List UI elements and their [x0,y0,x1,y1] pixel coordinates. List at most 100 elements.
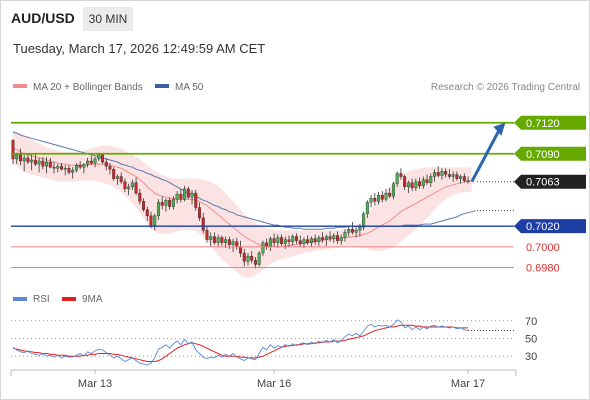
candle-body [369,198,373,203]
candle [466,176,470,184]
candle-body [108,165,112,170]
candle [209,232,213,247]
candle [339,234,343,245]
candle-body [142,201,146,210]
candle [242,248,246,267]
candle [429,173,433,187]
timeframe-button[interactable]: 30 MIN [83,7,133,31]
candle-body [294,236,298,241]
candle [48,157,52,169]
candle-body [168,200,172,207]
candle [86,157,90,168]
candle-body [119,176,123,182]
candle [186,186,190,200]
rsi-ma-line [12,324,469,362]
candle [414,178,418,191]
candle-body [112,169,116,179]
candle [115,174,119,185]
candle [220,235,224,246]
level-label-0: 0.7120 [526,118,560,130]
candle-body [358,226,362,231]
candle [287,235,291,247]
candle-body [164,200,168,206]
candle [160,196,164,210]
candle-body [231,241,235,245]
candle-body [239,246,243,254]
forecast-arrow [470,129,501,183]
x-tick-label-0: Mar 13 [78,378,112,390]
legend-swatch-ma50 [155,84,169,88]
candle-body [153,215,157,226]
candle [388,187,392,199]
candle-body [328,236,332,239]
candle [350,222,354,235]
level-label-3: 0.7020 [526,221,560,233]
candle [280,234,284,246]
candle [119,172,123,184]
candle [444,168,448,178]
candle-body [265,242,269,248]
candle-body [194,192,198,208]
candle-body [134,182,138,194]
candle-body [462,176,466,181]
candle-body [399,173,403,177]
candle-body [67,168,71,173]
candle-body [418,181,422,187]
candle [26,154,30,165]
candle-body [410,182,414,189]
candle [418,177,422,189]
price-legend: MA 20 + Bollinger Bands MA 50 Research ©… [13,82,580,93]
candle [328,231,332,242]
candle [52,162,56,174]
legend-swatch-rsi [13,297,27,301]
candle [190,189,194,205]
candle [343,229,347,242]
candle-body [52,167,56,169]
candle-body [86,160,90,165]
candle-body [317,237,321,242]
legend-label-ma50: MA 50 [175,82,204,93]
candle [373,193,377,206]
level-tag-2 [514,174,586,189]
candle-body [362,213,366,228]
candle-body [93,158,97,164]
candle-body [18,154,22,162]
level-tag-0 [514,115,586,130]
candle-body [287,239,291,242]
candle [130,179,134,190]
rsi-line [12,319,469,366]
candle [313,234,317,245]
candle-body [447,174,451,177]
candle [380,191,384,203]
candle [354,227,358,238]
candle [67,165,71,175]
ma20-line [12,147,472,248]
candle [425,174,429,185]
candle [447,169,451,179]
candle-body [89,160,93,164]
candle-body [183,188,187,200]
candle-body [459,176,463,179]
candle-body [347,229,351,233]
candle [78,161,82,170]
candle-body [101,154,105,163]
candle-body [350,229,354,233]
candle [432,169,436,182]
candle-body [432,172,436,177]
copyright-label: Research © 2026 Trading Central [431,82,580,93]
candle-body [425,179,429,183]
candle-body [37,160,41,165]
candle-body [466,180,470,182]
candle [362,211,366,231]
candle-body [56,165,60,169]
candle [56,164,60,173]
candle-body [59,165,63,170]
candle-body [179,193,183,200]
candle [134,177,138,196]
candle-body [145,209,149,217]
candle-body [421,179,425,187]
candle [194,189,198,211]
candle [294,233,298,244]
candle-body [115,176,119,179]
candle-body [291,236,295,242]
